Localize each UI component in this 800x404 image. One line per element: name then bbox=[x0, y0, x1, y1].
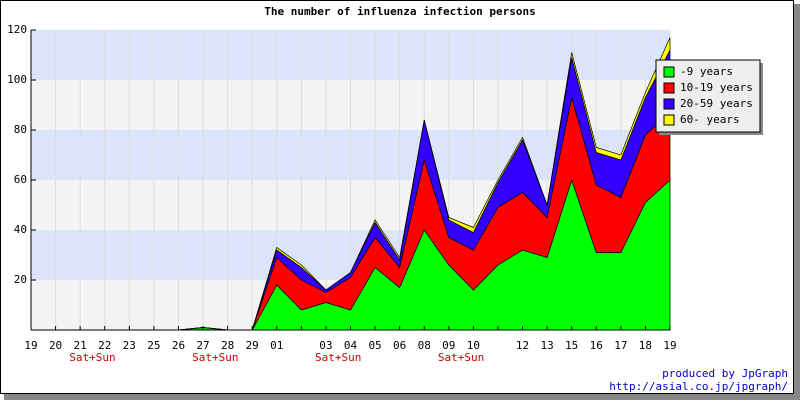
footer: http://asial.co.jp/jpgraph/ bbox=[609, 380, 788, 393]
x-tick-label: 04 bbox=[344, 339, 358, 352]
y-tick-label: 80 bbox=[14, 123, 27, 136]
legend-label: 20-59 years bbox=[680, 97, 753, 110]
y-tick-label: 100 bbox=[7, 73, 27, 86]
legend-label: 60- years bbox=[680, 113, 740, 126]
legend: -9 years 10-19 years 20-59 years 60- years bbox=[655, 59, 763, 135]
weekend-note: Sat+Sun bbox=[192, 351, 238, 364]
x-tick-label: 15 bbox=[565, 339, 578, 352]
x-tick-label: 17 bbox=[614, 339, 627, 352]
legend-swatch bbox=[663, 98, 675, 110]
y-tick-label: 20 bbox=[14, 273, 27, 286]
x-tick-label: 20 bbox=[49, 339, 62, 352]
legend-label: 10-19 years bbox=[680, 81, 753, 94]
x-tick-label: 19 bbox=[663, 339, 676, 352]
x-tick-label: 21 bbox=[74, 339, 87, 352]
y-tick-label: 40 bbox=[14, 223, 27, 236]
x-tick-label: 28 bbox=[221, 339, 234, 352]
x-tick-label: 23 bbox=[123, 339, 136, 352]
x-tick-label: 26 bbox=[172, 339, 185, 352]
chart-title: The number of influenza infection person… bbox=[264, 5, 536, 18]
legend-swatch bbox=[663, 82, 675, 94]
y-tick-label: 120 bbox=[7, 23, 27, 36]
x-tick-label: 06 bbox=[393, 339, 406, 352]
x-tick-label: 01 bbox=[270, 339, 283, 352]
x-tick-label: 10 bbox=[467, 339, 480, 352]
x-tick-label: 05 bbox=[368, 339, 381, 352]
x-tick-label: 29 bbox=[246, 339, 259, 352]
legend-swatch bbox=[663, 66, 675, 78]
x-tick-label: 27 bbox=[196, 339, 209, 352]
x-tick-label: 16 bbox=[590, 339, 603, 352]
x-tick-label: 13 bbox=[540, 339, 553, 352]
plot: 20 40 60 80 100 120 19 20 21 22 23 25 26 27 28 29 01 03 04… bbox=[7, 23, 677, 364]
x-tick-label: 08 bbox=[418, 339, 431, 352]
weekend-note: Sat+Sun bbox=[315, 351, 361, 364]
x-tick-label: 19 bbox=[24, 339, 37, 352]
x-tick-label: 18 bbox=[639, 339, 652, 352]
x-tick-label: 03 bbox=[319, 339, 332, 352]
weekend-note: Sat+Sun bbox=[69, 351, 115, 364]
x-tick-label: 12 bbox=[516, 339, 529, 352]
legend-swatch bbox=[663, 114, 675, 126]
footer: produced by JpGraph bbox=[662, 367, 788, 380]
weekend-note: Sat+Sun bbox=[438, 351, 484, 364]
legend-label: -9 years bbox=[680, 65, 733, 78]
x-tick-label: 25 bbox=[147, 339, 160, 352]
x-tick-label: 09 bbox=[442, 339, 455, 352]
x-tick-label: 22 bbox=[98, 339, 111, 352]
y-tick-label: 60 bbox=[14, 173, 27, 186]
